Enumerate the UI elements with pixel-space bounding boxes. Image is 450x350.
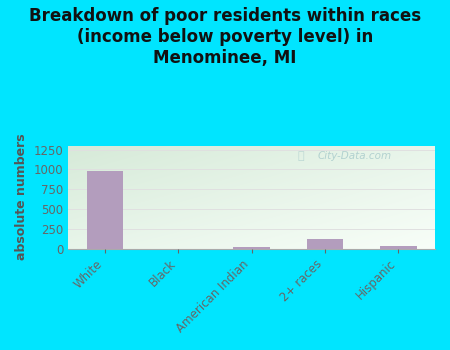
Bar	[233, 247, 270, 248]
Y-axis label: absolute numbers: absolute numbers	[15, 134, 28, 260]
Bar	[86, 172, 123, 248]
Text: Breakdown of poor residents within races
(income below poverty level) in
Menomin: Breakdown of poor residents within races…	[29, 7, 421, 66]
Bar	[306, 239, 343, 248]
Text: ⓘ: ⓘ	[298, 151, 304, 161]
Bar	[380, 246, 417, 248]
Text: City-Data.com: City-Data.com	[317, 151, 392, 161]
